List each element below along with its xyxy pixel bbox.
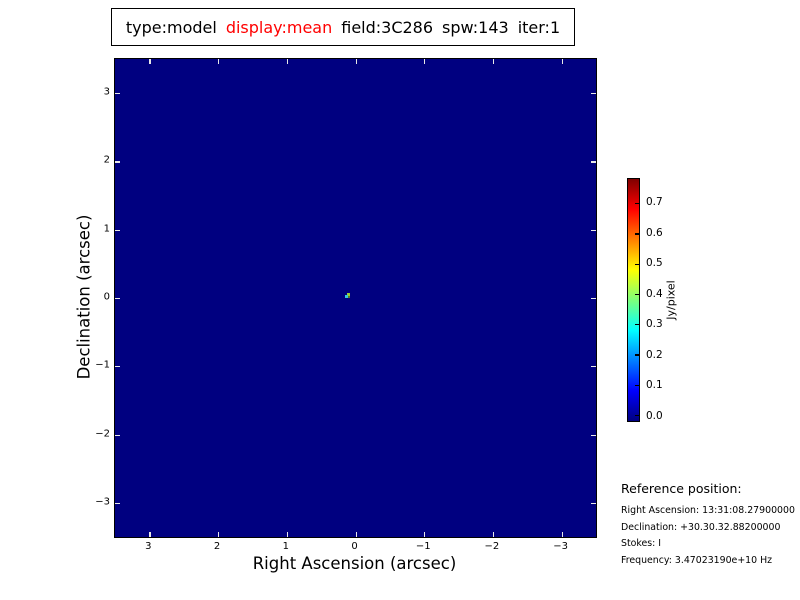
y-tick-mark-left <box>115 434 120 436</box>
y-tick-mark-right <box>591 229 596 231</box>
colorbar-tick-mark <box>635 233 639 235</box>
y-tick-label: 2 <box>103 154 110 166</box>
reference-line: Frequency: 3.47023190e+10 Hz <box>621 554 773 566</box>
y-tick-label: −1 <box>95 359 110 371</box>
x-tick-mark-top <box>355 59 357 64</box>
x-tick-mark-bottom <box>149 532 151 537</box>
y-axis-label: Declination (arcsec) <box>74 214 94 380</box>
x-tick-label: −1 <box>415 541 431 552</box>
plot-title-box: type:model display:mean field:3C286 spw:143… <box>111 8 575 46</box>
reference-lines: Right Ascension: 13:31:08.27900000 Declin… <box>621 505 795 566</box>
source-pixel <box>345 295 349 299</box>
x-tick-label: 3 <box>145 541 152 552</box>
colorbar-tick-mark <box>635 203 639 205</box>
y-tick-label: 0 <box>103 291 110 303</box>
colorbar-tick-label: 0.5 <box>646 257 663 270</box>
x-tick-label: −3 <box>553 541 569 552</box>
source-pixel <box>348 296 351 299</box>
colorbar-tick-label: 0.0 <box>646 409 663 422</box>
reference-line: Declination: +30.30.32.88200000 <box>621 521 781 533</box>
x-tick-mark-bottom <box>355 532 357 537</box>
colorbar-tick-mark <box>635 384 639 386</box>
x-tick-label: 0 <box>351 541 358 552</box>
y-axis-tick-labels: 3 2 1 0 −1 −2 −3 <box>60 58 110 536</box>
title-segment: field:3C286 <box>341 17 434 37</box>
y-tick-mark-left <box>115 298 120 300</box>
colorbar-tick-mark <box>635 293 639 296</box>
y-tick-mark-right <box>591 298 596 300</box>
colorbar-tick-mark <box>635 414 639 417</box>
x-tick-mark-top <box>218 59 220 64</box>
x-tick-mark-bottom <box>218 532 220 537</box>
y-tick-mark-left <box>115 366 120 368</box>
source-point <box>345 293 351 299</box>
x-tick-label: 2 <box>213 541 221 552</box>
reference-line: Stokes: I <box>621 538 662 550</box>
y-tick-mark-right <box>591 366 596 368</box>
image-plot-area <box>114 58 597 538</box>
title-segment: spw:143 <box>442 17 509 37</box>
y-tick-label: −3 <box>95 496 110 508</box>
colorbar-tick-label: 0.2 <box>646 348 663 361</box>
x-tick-mark-bottom <box>492 532 495 537</box>
y-tick-mark-right <box>591 161 596 163</box>
reference-position-block: Reference position: Right Ascension: 13:… <box>621 481 795 571</box>
y-tick-mark-right <box>591 502 596 505</box>
y-tick-mark-left <box>115 93 120 95</box>
y-tick-label: 1 <box>103 223 110 235</box>
x-tick-mark-top <box>149 59 151 64</box>
x-tick-mark-top <box>286 59 288 64</box>
colorbar-tick-label: 0.7 <box>646 196 663 209</box>
colorbar-unit-label: Jy/pixel <box>664 280 678 320</box>
colorbar-gradient <box>627 178 640 422</box>
source-pixel <box>347 293 351 297</box>
title-segment: display:mean <box>225 17 333 37</box>
x-tick-mark-bottom <box>286 532 288 537</box>
colorbar: 0.0 0.1 0.2 0.3 0.4 0.5 0.6 0.7 <box>627 178 663 422</box>
y-tick-mark-left <box>115 502 120 505</box>
y-tick-label: 3 <box>103 86 110 98</box>
x-tick-label: 1 <box>282 541 289 552</box>
colorbar-tick-mark <box>635 324 639 326</box>
colorbar-tick-label: 0.3 <box>646 318 663 331</box>
y-tick-mark-left <box>115 161 120 163</box>
colorbar-tick-label: 0.6 <box>646 226 663 239</box>
x-tick-label: −2 <box>484 541 500 552</box>
colorbar-tick-mark <box>635 263 639 265</box>
title-segment: iter:1 <box>517 17 561 37</box>
y-tick-label: −2 <box>95 428 110 440</box>
x-tick-mark-top <box>424 59 426 64</box>
title-segment: type:model <box>125 17 217 37</box>
reference-line: Right Ascension: 13:31:08.27900000 <box>621 505 795 516</box>
reference-heading: Reference position: <box>621 481 742 496</box>
colorbar-tick-mark <box>635 354 639 356</box>
colorbar-tick-label: 0.1 <box>646 379 663 392</box>
y-tick-mark-left <box>115 229 120 231</box>
y-tick-mark-right <box>591 93 596 95</box>
colorbar-tick-label: 0.4 <box>646 287 663 300</box>
x-tick-mark-top <box>561 59 563 64</box>
x-tick-mark-bottom <box>561 532 563 537</box>
x-axis-tick-labels: 3 2 1 0 −1 −2 −3 <box>114 541 595 553</box>
y-tick-mark-right <box>591 434 596 436</box>
x-tick-mark-top <box>492 59 495 64</box>
x-axis-label: Right Ascension (arcsec) <box>252 554 457 573</box>
x-tick-mark-bottom <box>424 532 426 537</box>
